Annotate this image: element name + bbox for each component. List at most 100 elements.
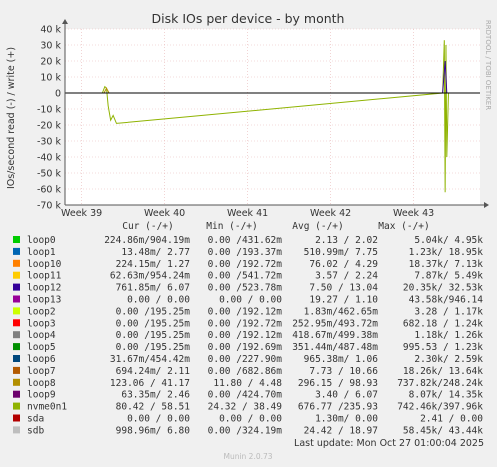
- y-tick-label: 40 k: [40, 25, 61, 36]
- legend-header: Max (-/+): [378, 221, 429, 232]
- legend-name: nvme0n1: [27, 402, 67, 413]
- legend-min-value: 0.00 /431.62m: [208, 235, 283, 246]
- legend-max-value: 3.28 / 1.17k: [414, 306, 483, 317]
- legend-name: loop7: [27, 366, 56, 377]
- legend-max-value: 737.82k/248.24k: [397, 378, 483, 389]
- y-tick-label: -30 k: [37, 137, 62, 148]
- series-group: [101, 40, 449, 193]
- legend-max-value: 18.26k/ 13.64k: [403, 366, 483, 377]
- legend-min-value: 0.00 /227.90m: [208, 354, 283, 365]
- legend-avg-value: 3.40 / 6.07: [315, 390, 378, 401]
- grid: [65, 28, 480, 206]
- x-tick-label: Week 43: [393, 208, 434, 219]
- legend-header: Min (-/+): [206, 221, 257, 232]
- legend-cur-value: 123.06 / 41.17: [110, 378, 190, 389]
- legend-swatch-loop10: [13, 259, 20, 267]
- legend-min-value: 0.00 /523.78m: [208, 283, 283, 294]
- legend-max-value: 7.87k/ 5.49k: [414, 271, 483, 282]
- legend-max-value: 2.41 / 0.00: [420, 414, 483, 425]
- legend-max-value: 682.18 / 1.24k: [403, 318, 483, 329]
- legend-cur-value: 62.63m/954.24m: [110, 271, 190, 282]
- legend-avg-value: 3.57 / 2.24: [315, 271, 378, 282]
- legend-header: Cur (-/+): [122, 221, 173, 232]
- legend-cur-value: 0.00 /195.25m: [116, 318, 191, 329]
- legend-avg-value: 418.67m/499.38m: [292, 330, 378, 341]
- legend-avg-value: 510.99m/ 7.75: [304, 247, 378, 258]
- y-tick-label: -60 k: [37, 185, 62, 196]
- legend-min-value: 0.00 /192.72m: [208, 259, 283, 270]
- legend-name: loop0: [27, 235, 56, 246]
- legend-swatch-loop5: [13, 343, 20, 351]
- legend-swatch-loop7: [13, 366, 20, 374]
- legend-avg-value: 76.02 / 4.29: [309, 259, 378, 270]
- series-line-loop8: [103, 87, 110, 94]
- legend-name: loop10: [27, 259, 62, 270]
- legend-swatch-loop4: [13, 331, 20, 339]
- legend-name: loop6: [27, 354, 56, 365]
- legend-headers: Cur (-/+) Min (-/+) Avg (-/+) Max (-/+): [122, 221, 429, 232]
- legend-name: loop3: [27, 318, 56, 329]
- legend-avg-value: 1.83m/462.65m: [304, 306, 379, 317]
- legend-swatch-loop0: [13, 236, 20, 243]
- legend-swatch-loop8: [13, 378, 20, 386]
- legend-cur-value: 0.00 /195.25m: [116, 342, 191, 353]
- legend-swatch-sda: [13, 414, 20, 422]
- legend-cur-value: 31.67m/454.42m: [110, 354, 190, 365]
- legend-name: loop12: [27, 283, 61, 294]
- legend-min-value: 0.00 /193.37m: [208, 247, 283, 258]
- legend-min-value: 11.80 / 4.48: [213, 378, 282, 389]
- x-tick-label: Week 39: [61, 208, 102, 219]
- legend-swatch-sdb: [13, 426, 20, 434]
- legend-avg-value: 24.42 / 18.97: [304, 425, 378, 436]
- legend-swatch-loop2: [13, 307, 20, 315]
- legend-min-value: 0.00 /192.72m: [208, 318, 283, 329]
- chart-title: Disk IOs per device - by month: [152, 11, 345, 26]
- legend-name: loop5: [27, 342, 56, 353]
- legend-swatch-loop6: [13, 355, 20, 362]
- legend-swatch-loop3: [13, 319, 20, 327]
- last-update: Last update: Mon Oct 27 01:00:04 2025: [294, 438, 484, 449]
- legend-swatch-loop1: [13, 247, 20, 255]
- legend-min-value: 0.00 /192.12m: [208, 306, 283, 317]
- legend-max-value: 18.37k/ 7.13k: [409, 259, 484, 270]
- legend-cur-value: 694.24m/ 2.11: [116, 366, 191, 377]
- legend-max-value: 20.35k/ 32.53k: [403, 283, 483, 294]
- x-tick-label: Week 42: [310, 208, 351, 219]
- legend-avg-value: 252.95m/493.72m: [292, 318, 378, 329]
- legend-avg-value: 351.44m/487.48m: [292, 342, 378, 353]
- y-ticks: 40 k 30 k 20 k 10 k 0 -10 k -20 k -30 k -40 k -50…: [37, 25, 62, 212]
- legend-name: loop13: [27, 295, 61, 306]
- legend-cur-value: 0.00 /195.25m: [116, 330, 191, 341]
- series-line-loop12: [442, 60, 448, 94]
- y-axis-label: IOs/second read (-) / write (+): [6, 47, 17, 189]
- legend-min-value: 0.00 /541.72m: [208, 271, 283, 282]
- legend-swatch-loop12: [13, 283, 20, 291]
- y-tick-label: -40 k: [37, 153, 62, 164]
- legend-avg-value: 2.13 / 2.02: [315, 235, 378, 246]
- legend-swatch-loop13: [13, 295, 20, 303]
- legend-cur-value: 761.85m/ 6.07: [116, 283, 190, 294]
- legend-avg-value: 7.73 / 10.66: [309, 366, 378, 377]
- legend-max-value: 5.04k/ 4.95k: [414, 235, 483, 246]
- legend-min-value: 0.00 /192.69m: [208, 342, 283, 353]
- footer: Munin 2.0.73: [223, 452, 272, 461]
- legend-avg-value: 676.77 /235.93: [298, 402, 378, 413]
- y-axis-arrow: [62, 19, 68, 24]
- legend-cur-value: 224.86m/904.19m: [104, 235, 190, 246]
- legend-min-value: 0.00 / 0.00: [219, 295, 282, 306]
- legend-name: loop4: [27, 330, 56, 341]
- legend-name: loop2: [27, 306, 56, 317]
- legend-min-value: 0.00 /424.70m: [208, 390, 283, 401]
- legend-max-value: 995.53 / 1.23k: [403, 342, 483, 353]
- y-tick-label: 20 k: [40, 57, 61, 68]
- legend-cur-value: 224.15m/ 1.27: [116, 259, 190, 270]
- y-tick-label: -70 k: [37, 201, 62, 212]
- legend-cur-value: 0.00 / 0.00: [127, 295, 190, 306]
- legend-cur-value: 0.00 / 0.00: [127, 414, 190, 425]
- axes: [62, 19, 489, 208]
- legend-min-value: 0.00 / 0.00: [219, 414, 282, 425]
- legend-name: sdb: [27, 425, 44, 436]
- legend-cur-value: 998.96m/ 6.80: [116, 425, 191, 436]
- legend-name: loop1: [27, 247, 56, 258]
